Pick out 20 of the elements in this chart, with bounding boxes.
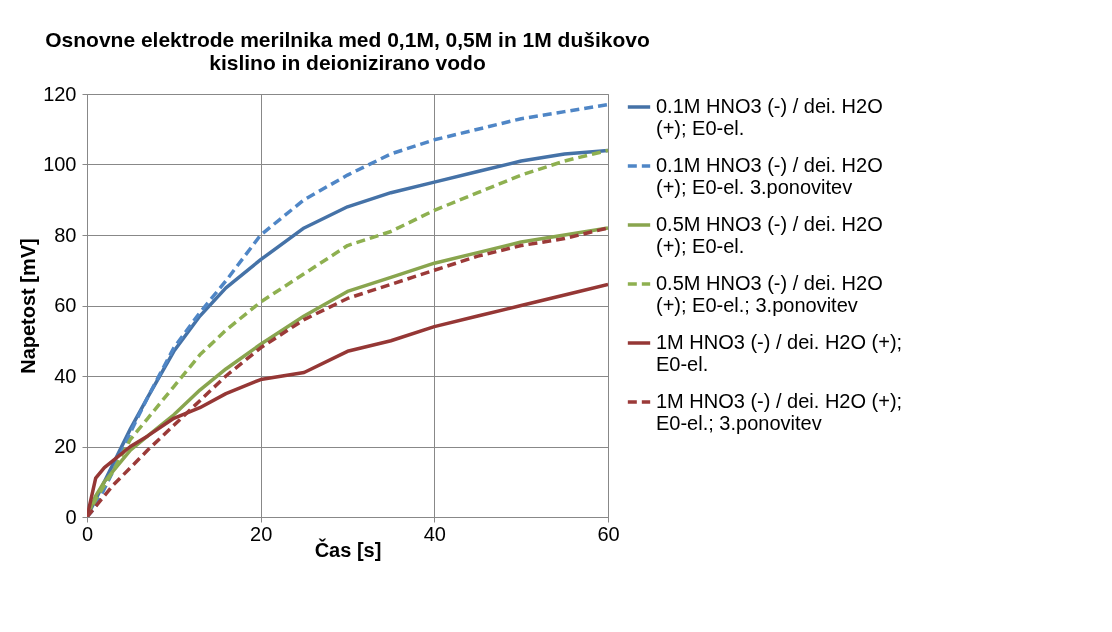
- y-tick-label: 80: [54, 223, 77, 246]
- x-tick-label: 40: [423, 522, 446, 545]
- y-tick-label: 0: [65, 505, 77, 528]
- y-tick-label: 100: [43, 153, 77, 175]
- y-tick-label: 60: [54, 294, 77, 316]
- x-tick-label: 60: [597, 522, 620, 545]
- x-tick-label: 0: [81, 522, 94, 545]
- legend-label: 0.5M HNO3 (-) / dei. H2O (+); E0-el.: [656, 213, 883, 257]
- legend-label: 0.1M HNO3 (-) / dei. H2O (+); E0-el. 3.ponovitev: [656, 154, 883, 198]
- legend-label: 0.1M HNO3 (-) / dei. H2O (+); E0-el.: [656, 95, 883, 139]
- legend-label: 0.5M HNO3 (-) / dei. H2O (+); E0-el.; 3.ponovitev: [656, 272, 883, 316]
- y-tick-label: 20: [54, 435, 77, 457]
- x-axis-title: Čas [s]: [314, 537, 382, 561]
- chart-title: Osnovne elektrode merilnika med 0,1M, 0,5M in 1M dušikovo kislino in deionizirano vodo: [45, 28, 650, 74]
- x-tick-label: 20: [250, 522, 273, 545]
- y-tick-label: 120: [43, 82, 77, 105]
- y-tick-label: 40: [54, 364, 77, 387]
- legend-label: 1M HNO3 (-) / dei. H2O (+); E0-el.: [656, 331, 903, 375]
- y-axis-title: Napetost [mV]: [17, 238, 40, 374]
- legend-label: 1M HNO3 (-) / dei. H2O (+); E0-el.; 3.ponovitev: [656, 390, 903, 434]
